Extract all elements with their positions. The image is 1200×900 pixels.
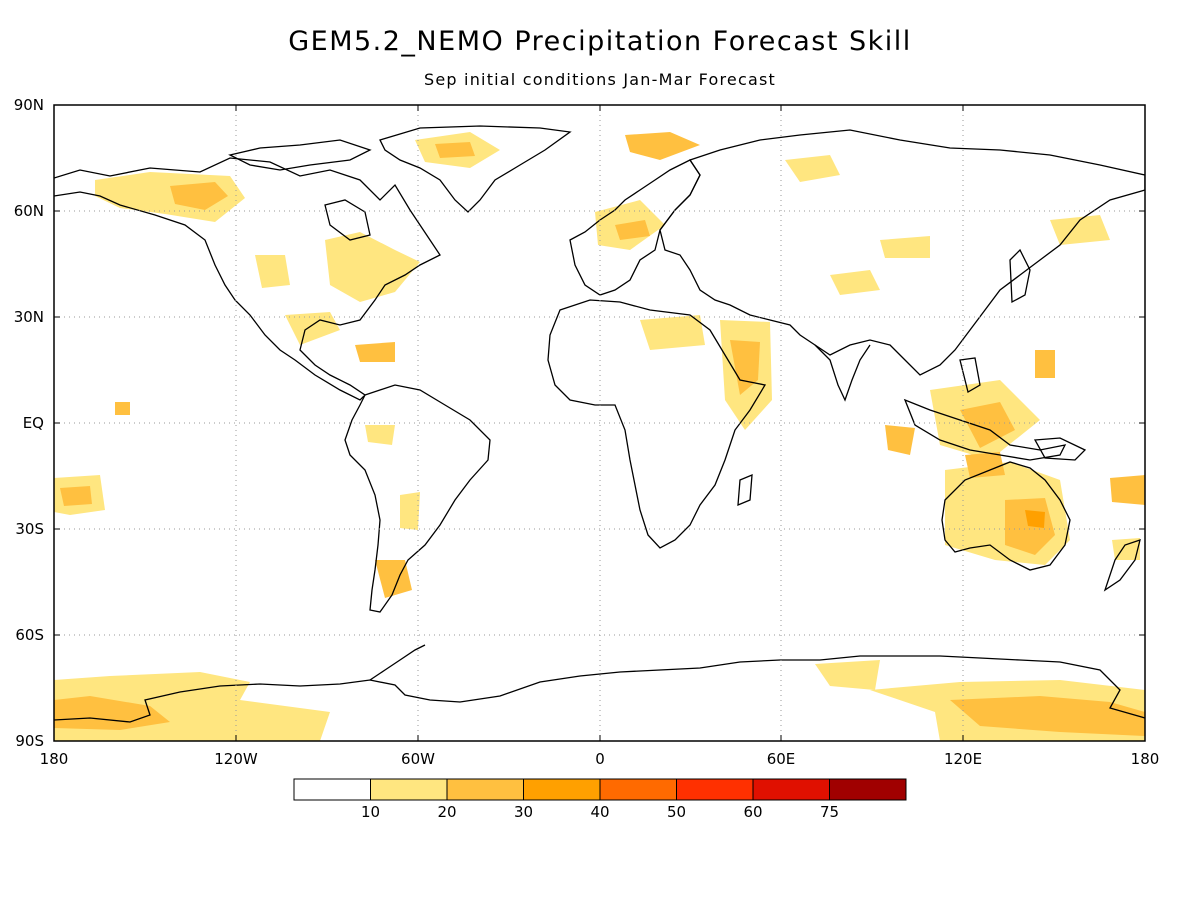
coastline-greenland	[379, 125, 572, 213]
colorbar-tick-label: 10	[360, 803, 381, 821]
skill-patch-greenland-core	[435, 142, 475, 158]
skill-patch-brazil	[400, 492, 420, 530]
colorbar-tick-label: 30	[513, 803, 534, 821]
lat-label-eq: EQ	[22, 414, 44, 432]
skill-patch-s-pacific-core	[60, 486, 92, 506]
coastlines	[54, 125, 1145, 723]
skill-patch-east-us	[325, 232, 420, 302]
gridlines	[54, 105, 1145, 741]
skill-patch-siberia	[880, 236, 930, 258]
lat-label-60n: 60N	[13, 202, 44, 220]
coastline-indonesia	[903, 398, 1067, 461]
lon-label-120e: 120E	[943, 750, 983, 768]
coastline-arctic-islands	[228, 139, 372, 171]
skill-patch-amazon	[365, 425, 395, 445]
coastline-philippines	[959, 357, 981, 393]
lon-label-180e: 180	[1130, 750, 1160, 768]
skill-patch-antarctica-east-core	[950, 696, 1145, 736]
coastline-australia	[941, 461, 1071, 571]
skill-patch-europe-core	[615, 220, 650, 240]
lat-label-90n: 90N	[13, 96, 44, 114]
skill-patch-antarctica-coast	[815, 660, 880, 690]
coastline-asia	[659, 129, 1145, 376]
skill-patch-sw-pacific	[1110, 475, 1145, 505]
skill-patch-indian-ocean	[885, 425, 915, 455]
chart-subtitle: Sep initial conditions Jan-Mar Forecast	[424, 70, 776, 89]
coastline-new-guinea	[1033, 437, 1087, 461]
skill-patch-n-africa	[640, 315, 705, 350]
skill-patch-arctic-asia	[785, 155, 840, 182]
lon-label-180w: 180	[39, 750, 69, 768]
coastline-africa	[547, 299, 767, 549]
colorbar-tick-label: 20	[437, 803, 457, 821]
coastline-south-america	[344, 384, 491, 613]
lon-label-60e: 60E	[766, 750, 796, 768]
colorbar-swatch	[523, 778, 601, 801]
skill-patch-maritime-core	[960, 402, 1015, 448]
colorbar-tick-label: 50	[666, 803, 687, 821]
coastline-hudson-bay	[324, 199, 371, 241]
skill-patch-gulf	[285, 312, 340, 345]
skill-patch-e-africa-core	[730, 340, 760, 395]
colorbar	[293, 778, 907, 801]
skill-patch-central-asia	[830, 270, 880, 295]
coastline-new-zealand	[1103, 539, 1141, 592]
colorbar-swatch	[829, 778, 907, 801]
skill-patch-pacific-island	[115, 402, 130, 415]
colorbar-tick-label: 40	[590, 803, 610, 821]
skill-shading	[54, 132, 1145, 741]
skill-patch-w-pacific	[1035, 350, 1055, 378]
colorbar-swatch	[599, 778, 677, 801]
skill-patch-australia-peak	[1025, 510, 1045, 528]
coastline-india	[814, 344, 871, 402]
skill-patch-east-asia	[1050, 215, 1110, 245]
lon-label-120w: 120W	[214, 750, 258, 768]
lon-label-0: 0	[595, 750, 605, 768]
coastline-madagascar	[737, 473, 753, 507]
colorbar-swatch	[370, 778, 448, 801]
lat-label-30n: 30N	[13, 308, 44, 326]
coastline-north-america	[54, 157, 441, 401]
colorbar-tick-label: 75	[819, 803, 840, 821]
colorbar-swatch	[676, 778, 754, 801]
skill-patch-antarctica-west-core	[54, 696, 170, 730]
skill-patch-canada	[255, 255, 290, 288]
lat-label-60s: 60S	[15, 626, 44, 644]
colorbar-swatch	[293, 778, 371, 801]
coastline-antarctica	[54, 655, 1145, 723]
map-ticks	[54, 105, 1145, 741]
lat-label-30s: 30S	[15, 520, 44, 538]
skill-patch-caribbean	[355, 342, 395, 362]
colorbar-tick-label: 60	[743, 803, 763, 821]
lat-label-90s: 90S	[15, 732, 44, 750]
skill-patch-alaska-core	[170, 182, 228, 210]
skill-patch-scandinavia	[625, 132, 700, 160]
chart-title: GEM5.2_NEMO Precipitation Forecast Skill	[288, 26, 912, 57]
colorbar-swatch	[752, 778, 830, 801]
lon-label-60w: 60W	[401, 750, 435, 768]
coastline-antarctic-peninsula	[369, 644, 426, 681]
skill-patch-aus-north	[965, 452, 1005, 478]
coastline-japan	[1009, 248, 1031, 304]
colorbar-swatch	[446, 778, 524, 801]
